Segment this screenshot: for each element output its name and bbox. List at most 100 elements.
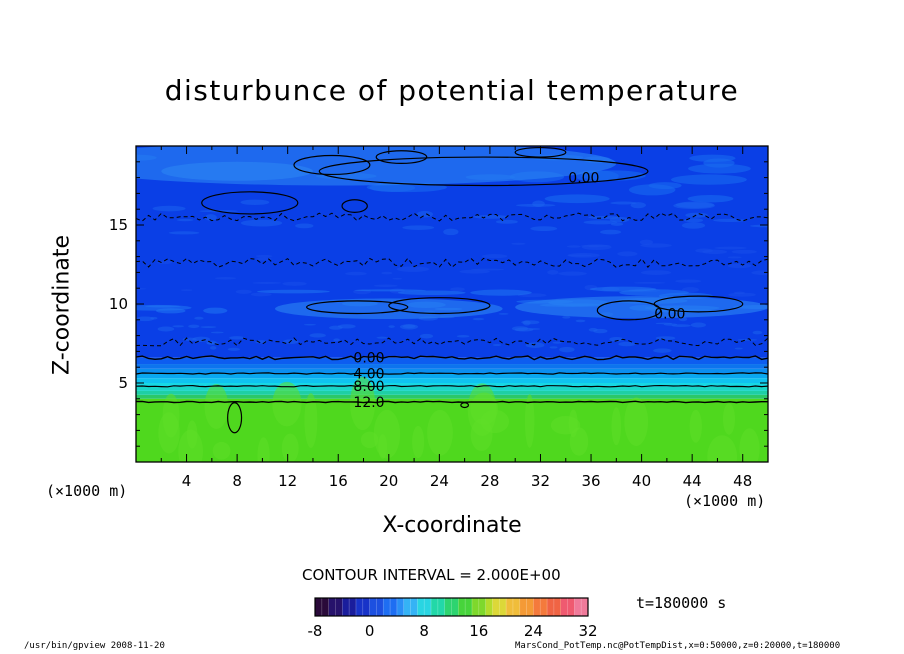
texture-blob xyxy=(624,397,649,446)
colorbar-cell xyxy=(465,598,473,616)
texture-blob xyxy=(227,347,240,351)
texture-blob xyxy=(593,328,608,334)
colorbar-cell xyxy=(560,598,568,616)
texture-blob xyxy=(388,325,395,328)
texture-blob xyxy=(255,254,273,258)
texture-blob xyxy=(472,317,485,321)
x-unit-left: (×1000 m) xyxy=(46,482,128,500)
heatmap-band-4 xyxy=(136,383,768,387)
x-tick-label: 36 xyxy=(581,472,600,490)
heatmap-band-1 xyxy=(136,394,768,399)
colorbar-cell xyxy=(417,598,425,616)
texture-blob xyxy=(402,225,435,230)
texture-blob xyxy=(272,381,302,427)
texture-blob xyxy=(203,307,228,314)
texture-blob xyxy=(619,289,689,297)
texture-blob xyxy=(443,228,459,236)
texture-blob xyxy=(459,269,490,274)
texture-blob xyxy=(192,336,211,342)
colorbar-cell xyxy=(478,598,486,616)
colorbar-cell xyxy=(547,598,555,616)
texture-blob xyxy=(470,289,532,296)
texture-blob xyxy=(511,326,529,331)
texture-blob xyxy=(250,292,272,297)
colorbar-cell xyxy=(355,598,364,616)
texture-blob xyxy=(525,342,545,349)
texture-blob xyxy=(427,409,453,456)
colorbar-cell xyxy=(403,598,411,616)
axis-ticks xyxy=(136,146,768,462)
texture-blob xyxy=(212,441,231,460)
texture-blob xyxy=(176,218,194,222)
texture-blob xyxy=(522,320,531,326)
texture-blob xyxy=(214,276,237,280)
colorbar-cell xyxy=(519,598,527,616)
x-tick-label: 16 xyxy=(329,472,348,490)
texture-blob xyxy=(450,287,465,292)
texture-blob xyxy=(727,263,752,269)
colorbar-cell xyxy=(512,598,521,616)
contour-island xyxy=(653,295,744,313)
colorbar-cell xyxy=(437,598,445,616)
contour-island xyxy=(306,300,409,315)
colorbar-tick-label: 0 xyxy=(365,622,375,640)
texture-blob xyxy=(252,281,282,284)
texture-blob xyxy=(575,319,586,323)
texture-blob xyxy=(530,226,558,232)
texture-blob xyxy=(188,324,200,329)
texture-blob xyxy=(419,333,434,339)
colorbar-tick-label: 8 xyxy=(419,622,429,640)
heatmap-band-2 xyxy=(136,390,768,395)
texture-blob xyxy=(381,271,393,275)
texture-blob xyxy=(333,338,340,342)
texture-blob xyxy=(257,289,330,294)
texture-blob xyxy=(210,346,217,350)
texture-blob xyxy=(567,245,581,248)
texture-blob xyxy=(655,336,676,340)
texture-blob xyxy=(678,317,688,322)
texture-blob xyxy=(609,336,624,342)
contour-line xyxy=(136,400,768,404)
texture-blob xyxy=(396,266,430,272)
heatmap-texture xyxy=(136,146,768,462)
texture-blob xyxy=(235,289,252,294)
x-tick-label: 40 xyxy=(632,472,651,490)
contour-island xyxy=(227,402,243,434)
texture-blob xyxy=(562,315,571,319)
texture-blob xyxy=(722,403,736,435)
texture-blob xyxy=(467,383,497,437)
texture-blob xyxy=(240,219,283,227)
texture-blob xyxy=(309,333,326,338)
texture-blob xyxy=(559,346,575,353)
texture-blob xyxy=(456,334,470,338)
texture-blob xyxy=(731,249,758,254)
texture-blob xyxy=(549,346,558,349)
contour-label-2: 0.00 xyxy=(353,351,384,367)
chart-title: disturbunce of potential temperature xyxy=(164,74,740,107)
colorbar-tick-label: 16 xyxy=(469,622,488,640)
texture-blob xyxy=(473,214,509,219)
colorbar-cell xyxy=(315,598,323,616)
texture-blob xyxy=(653,348,672,353)
texture-blob xyxy=(492,343,502,347)
texture-blob xyxy=(611,407,622,446)
texture-blob xyxy=(707,435,738,462)
colorbar-cell xyxy=(424,598,432,616)
texture-blob xyxy=(204,214,217,221)
texture-blob xyxy=(673,202,716,210)
colorbar-cell xyxy=(533,598,541,616)
texture-blob xyxy=(714,246,747,250)
texture-blob xyxy=(158,412,180,454)
colorbar-cell xyxy=(567,598,575,616)
texture-blob xyxy=(713,218,747,222)
texture-blob xyxy=(695,248,713,253)
texture-blob xyxy=(229,336,245,340)
heatmap-band-3 xyxy=(136,386,768,391)
contour-label-0: 0.00 xyxy=(568,171,599,187)
texture-blob xyxy=(200,326,217,329)
colorbar-cell xyxy=(431,598,439,616)
texture-blob xyxy=(495,219,518,224)
contour-line xyxy=(136,337,768,347)
texture-blob xyxy=(416,210,433,218)
texture-blob xyxy=(180,289,193,291)
